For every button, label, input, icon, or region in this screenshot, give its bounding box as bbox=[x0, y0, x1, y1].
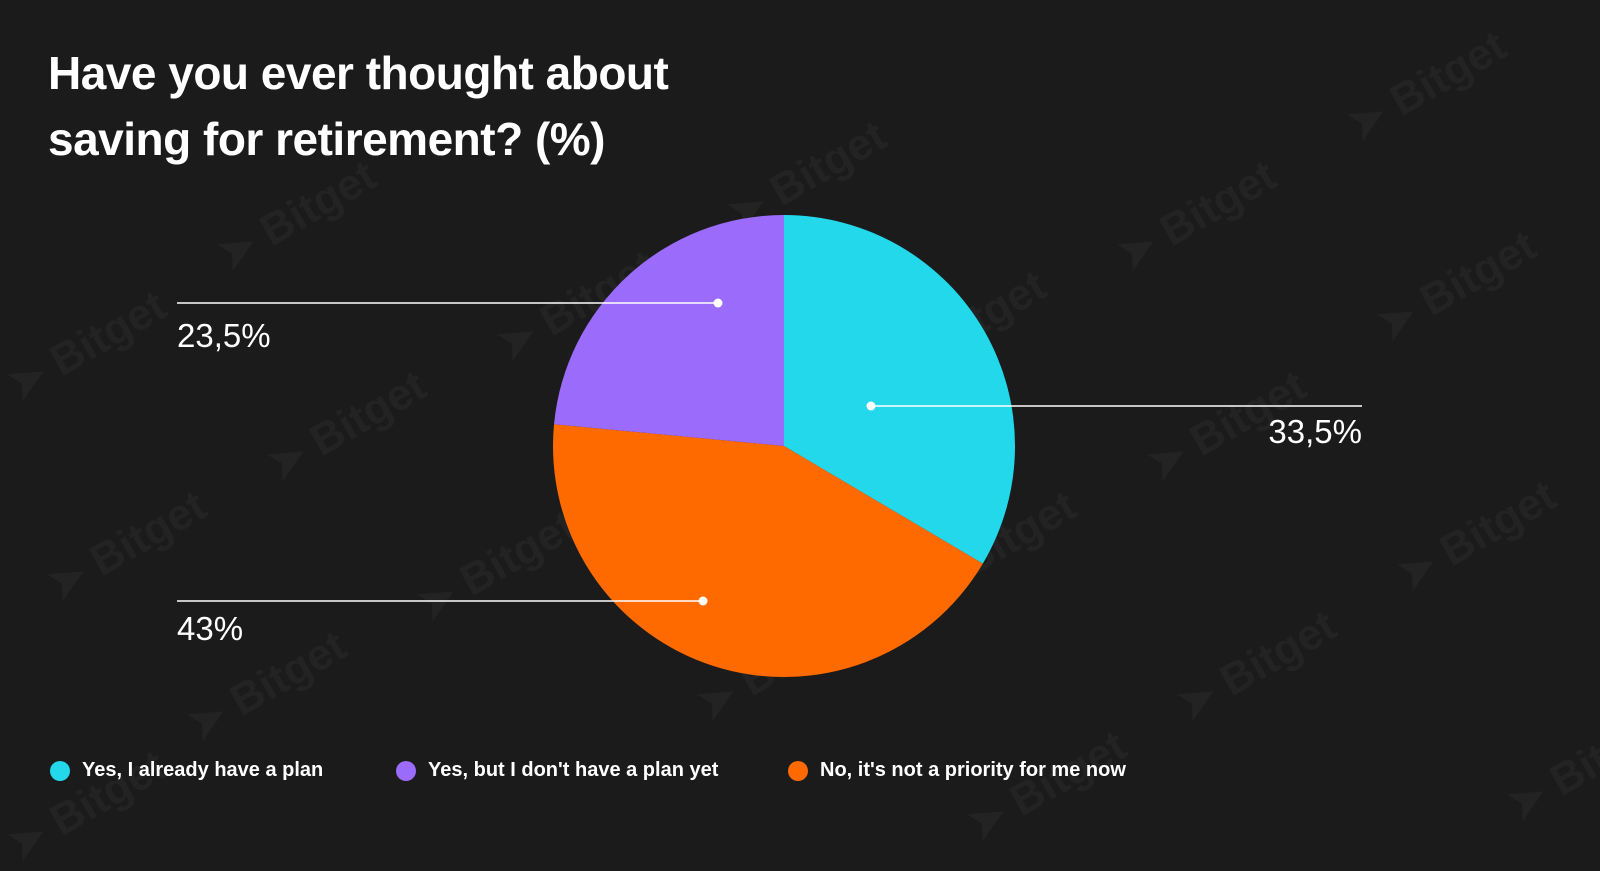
pie-chart: 33,5% 43% 23,5% bbox=[177, 215, 1362, 677]
legend-label: No, it's not a priority for me now bbox=[820, 759, 1126, 781]
legend-swatch bbox=[396, 760, 416, 781]
pie-slice bbox=[784, 215, 1016, 564]
title-line-1: Have you ever thought about bbox=[48, 47, 669, 99]
pie-slice bbox=[553, 424, 983, 677]
data-label: 23,5% bbox=[177, 317, 271, 354]
chart-title: Have you ever thought about saving for r… bbox=[48, 40, 669, 172]
leader-dot bbox=[866, 401, 876, 411]
data-label: 33,5% bbox=[1268, 413, 1362, 450]
legend-label: Yes, I already have a plan bbox=[82, 759, 324, 781]
legend-swatch bbox=[50, 760, 70, 781]
legend-item: Yes, I already have a plan bbox=[50, 759, 323, 782]
data-label: 43% bbox=[177, 610, 243, 647]
legend-item: No, it's not a priority for me now bbox=[788, 759, 1126, 782]
pie-slice bbox=[554, 215, 784, 446]
title-line-2: saving for retirement? (%) bbox=[48, 113, 606, 165]
leader-dot bbox=[713, 298, 723, 308]
legend: Yes, I already have a plan Yes, but I do… bbox=[0, 759, 1600, 789]
legend-swatch bbox=[788, 760, 808, 781]
legend-label: Yes, but I don't have a plan yet bbox=[428, 759, 719, 781]
legend-item: Yes, but I don't have a plan yet bbox=[396, 759, 718, 782]
leader-dot bbox=[698, 596, 708, 606]
